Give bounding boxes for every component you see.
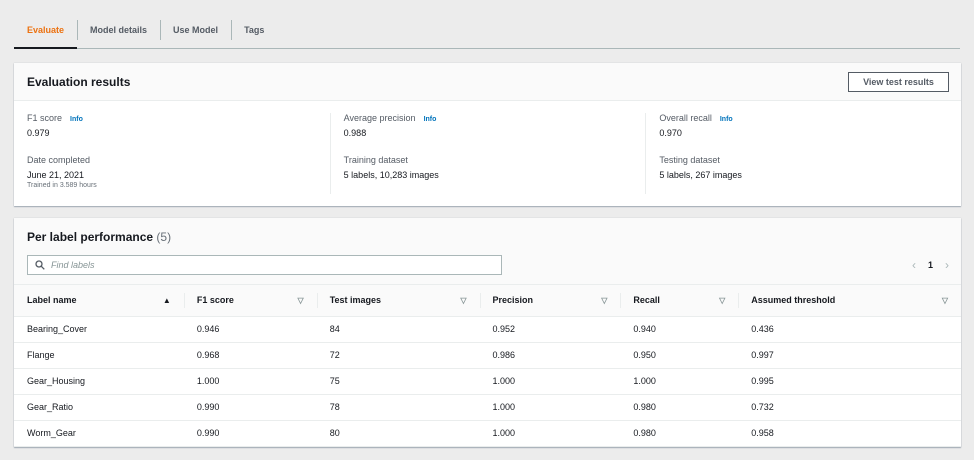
- column-header-label: Recall: [633, 295, 660, 306]
- search-box[interactable]: [27, 255, 502, 275]
- search-input[interactable]: [51, 260, 491, 270]
- column-header[interactable]: Assumed threshold ▽: [738, 285, 961, 317]
- table-cell: 1.000: [183, 368, 317, 395]
- card-title: Per label performance (5): [27, 230, 171, 244]
- column-header[interactable]: Label name ▲: [14, 285, 184, 317]
- metric-column: Average precision Info 0.988 Training dat…: [329, 113, 646, 194]
- table-cell: 80: [316, 420, 480, 447]
- tab-model-details[interactable]: Model details: [77, 18, 160, 48]
- column-header-label: Label name: [27, 295, 77, 306]
- f1-label: F1 score: [27, 113, 63, 123]
- table-cell: 0.958: [738, 420, 961, 447]
- column-header[interactable]: Precision ▽: [479, 285, 621, 317]
- table-cell: 0.995: [738, 368, 961, 395]
- table-row: Bearing_Cover 0.946 84 0.952 0.940 0.436: [14, 316, 961, 343]
- table-cell: 0.990: [183, 394, 317, 421]
- training-dataset-value: 5 labels, 10,283 images: [343, 170, 439, 180]
- sort-icon[interactable]: ▽: [601, 296, 608, 305]
- table-cell: 0.990: [183, 420, 317, 447]
- sort-icon[interactable]: ▽: [719, 296, 726, 305]
- table-cell: 0.940: [620, 316, 739, 343]
- tab-use-model[interactable]: Use Model: [160, 18, 231, 48]
- table-cell: 72: [316, 342, 480, 369]
- table-cell: 0.986: [479, 342, 621, 369]
- card-header: Evaluation results View test results: [14, 63, 961, 101]
- table-row: Gear_Housing 1.000 75 1.000 1.000 0.995: [14, 368, 961, 395]
- sort-icon[interactable]: ▽: [941, 296, 948, 305]
- pagination: ‹ 1 ›: [912, 258, 949, 272]
- tab-bar: Evaluate Model details Use Model Tags: [14, 18, 960, 49]
- tab-evaluate[interactable]: Evaluate: [14, 18, 78, 49]
- training-dataset-label: Training dataset: [343, 155, 408, 165]
- date-label: Date completed: [27, 155, 91, 165]
- table-cell: 75: [316, 368, 480, 395]
- table-cell: Bearing_Cover: [14, 316, 184, 343]
- title-text: Per label performance: [27, 230, 154, 244]
- table-cell: 1.000: [620, 368, 739, 395]
- table-row: Flange 0.968 72 0.986 0.950 0.997: [14, 342, 961, 369]
- evaluation-results-card: Evaluation results View test results F1 …: [14, 63, 961, 206]
- table-cell: 1.000: [479, 368, 621, 395]
- testing-dataset-value: 5 labels, 267 images: [659, 170, 742, 180]
- avg-precision-info-link[interactable]: Info: [423, 116, 437, 123]
- table-row: Worm_Gear 0.990 80 1.000 0.980 0.958: [14, 420, 961, 447]
- avg-precision-label: Average precision: [343, 113, 416, 123]
- column-header[interactable]: F1 score ▽: [183, 285, 317, 317]
- sort-ascending-icon[interactable]: ▲: [162, 296, 171, 305]
- performance-table: Label name ▲ F1 score ▽ Test images ▽ Precisio…: [14, 285, 961, 447]
- table-cell: 0.980: [620, 420, 739, 447]
- column-header-label: Assumed threshold: [751, 295, 836, 306]
- table-cell: 0.436: [738, 316, 961, 343]
- tab-tags[interactable]: Tags: [231, 18, 277, 48]
- table-cell: 0.952: [479, 316, 621, 343]
- per-label-performance-card: Per label performance (5) ‹ 1 › Label na…: [14, 218, 961, 447]
- sort-icon[interactable]: ▽: [460, 296, 467, 305]
- table-cell: 1.000: [479, 420, 621, 447]
- table-row: Gear_Ratio 0.990 78 1.000 0.980 0.732: [14, 394, 961, 421]
- column-header-label: Precision: [492, 295, 534, 306]
- date-value: June 21, 2021: [27, 170, 85, 180]
- table-cell: 0.980: [620, 394, 739, 421]
- recall-value: 0.970: [659, 128, 682, 138]
- table-cell: 84: [316, 316, 480, 343]
- table-cell: 0.950: [620, 342, 739, 369]
- metric-column: Overall recall Info 0.970 Testing dataset…: [645, 113, 961, 194]
- recall-info-link[interactable]: Info: [719, 116, 733, 123]
- testing-dataset-label: Testing dataset: [659, 155, 720, 165]
- recall-label: Overall recall: [659, 113, 712, 123]
- table-cell: Flange: [14, 342, 184, 369]
- chevron-right-icon[interactable]: ›: [945, 258, 949, 272]
- f1-info-link[interactable]: Info: [70, 116, 83, 123]
- metric-column: F1 score Info 0.979 Date completed June 2…: [14, 113, 330, 194]
- label-count: (5): [156, 230, 172, 244]
- chevron-left-icon[interactable]: ‹: [911, 258, 916, 272]
- table-cell: Gear_Housing: [14, 368, 184, 395]
- table-cell: Gear_Ratio: [14, 394, 184, 421]
- table-cell: Worm_Gear: [14, 420, 184, 447]
- search-icon: [35, 260, 45, 270]
- page-number[interactable]: 1: [927, 260, 933, 270]
- sort-icon[interactable]: ▽: [297, 296, 304, 305]
- column-header[interactable]: Recall ▽: [620, 285, 739, 317]
- table-cell: 78: [316, 394, 480, 421]
- table-cell: 0.997: [738, 342, 961, 369]
- column-header[interactable]: Test images ▽: [316, 285, 480, 317]
- column-header-label: F1 score: [196, 295, 234, 306]
- card-title: Evaluation results: [27, 75, 131, 89]
- table-cell: 1.000: [479, 394, 621, 421]
- column-header-label: Test images: [329, 295, 382, 306]
- avg-precision-value: 0.988: [343, 128, 367, 138]
- table-cell: 0.732: [738, 394, 961, 421]
- table-cell: 0.968: [183, 342, 317, 369]
- table-cell: 0.946: [183, 316, 317, 343]
- f1-value: 0.979: [27, 128, 50, 138]
- training-time: Trained in 3.589 hours: [27, 182, 97, 189]
- view-test-results-button[interactable]: View test results: [848, 72, 949, 92]
